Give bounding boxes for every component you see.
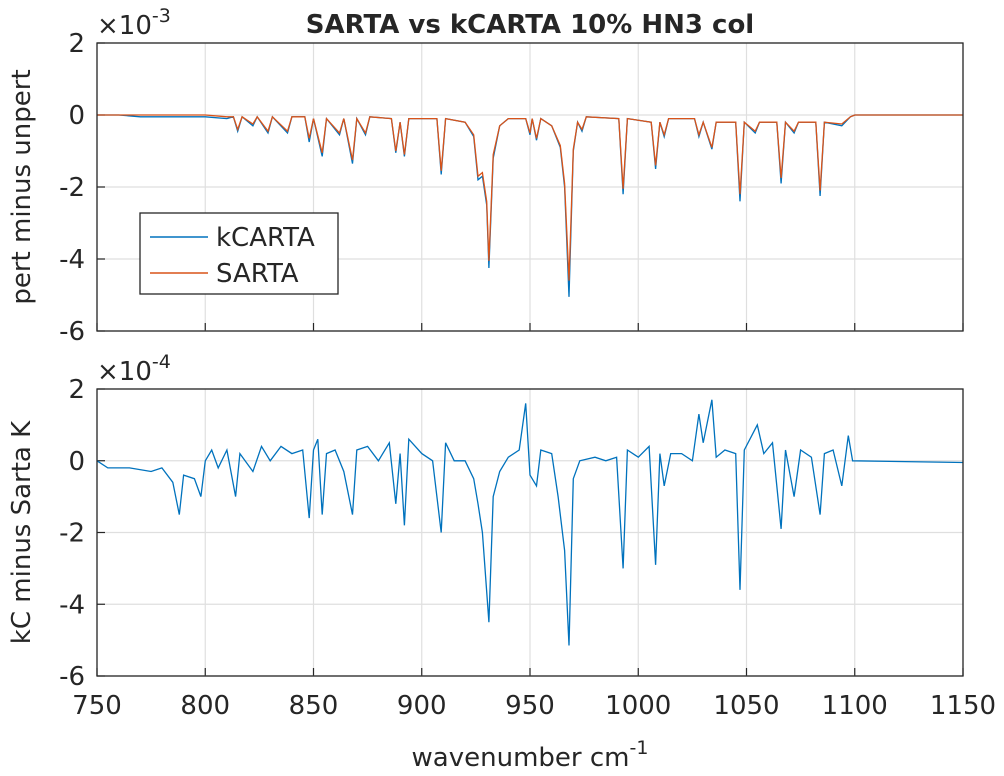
x-tick-label: 1100 (822, 691, 888, 721)
x-tick-label: 900 (397, 691, 447, 721)
x-label-main: wavenumber cm (412, 743, 630, 773)
x-label-sup: -1 (630, 737, 649, 759)
chart-title: SARTA vs kCARTA 10% HN3 col (306, 10, 754, 40)
y-tick-label: -6 (59, 317, 85, 347)
legend-box (139, 212, 339, 295)
x-tick-label: 1050 (713, 691, 779, 721)
axes-box (96, 388, 964, 677)
x-tick-label: 850 (289, 691, 339, 721)
axes-box (96, 42, 964, 332)
data-line (96, 399, 964, 646)
y-tick-label: 0 (68, 447, 85, 477)
y-axis-label: kC minus Sarta K (7, 420, 37, 644)
multiplier-base: ×10 (97, 11, 152, 41)
y-axis-label: pert minus unpert (7, 69, 37, 304)
y-multiplier: ×10-4 (97, 351, 171, 387)
y-tick-label: -2 (59, 173, 85, 203)
legend-label: kCARTA (216, 223, 315, 253)
multiplier-exp: -3 (152, 5, 171, 27)
x-tick-label: 1000 (605, 691, 671, 721)
x-tick-label: 1150 (930, 691, 996, 721)
x-tick-label: 950 (505, 691, 555, 721)
data-line (97, 114, 963, 281)
y-tick-label: -4 (59, 590, 85, 620)
y-tick-label: 0 (68, 101, 85, 131)
legend-label: SARTA (216, 259, 299, 289)
x-tick-label: 800 (180, 691, 230, 721)
y-multiplier: ×10-3 (97, 5, 171, 41)
y-tick-label: 2 (68, 375, 85, 405)
x-axis-label: wavenumber cm-1 (412, 737, 649, 773)
multiplier-exp: -4 (152, 351, 171, 373)
y-tick-label: -6 (59, 662, 85, 692)
y-tick-label: -2 (59, 519, 85, 549)
x-tick-label: 750 (72, 691, 122, 721)
multiplier-base: ×10 (97, 357, 152, 387)
y-tick-label: 2 (68, 29, 85, 59)
y-tick-label: -4 (59, 245, 85, 275)
